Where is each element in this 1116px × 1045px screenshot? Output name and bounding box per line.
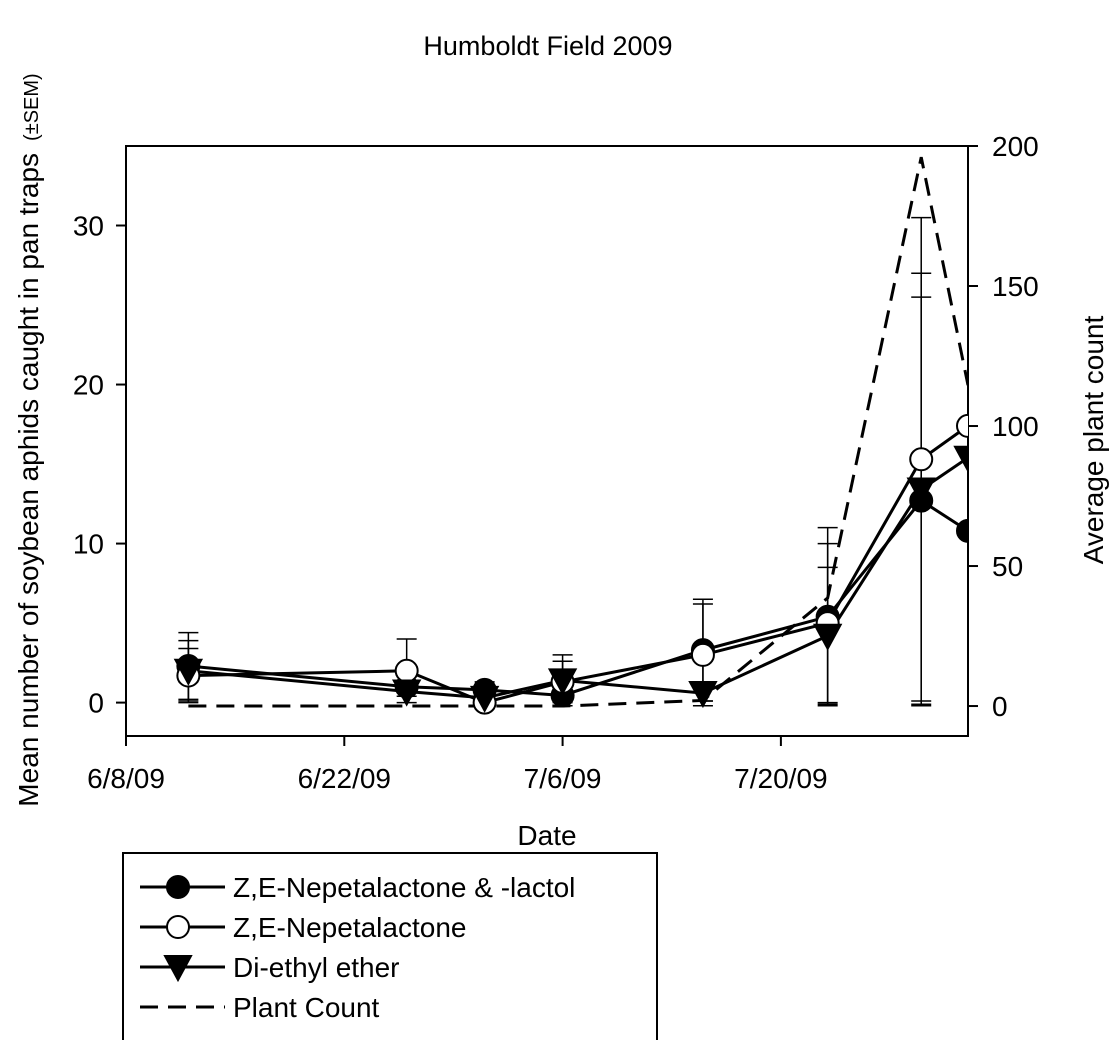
- legend-marker: [166, 915, 190, 939]
- data-point: [906, 477, 936, 505]
- y2-tick-label: 0: [992, 691, 1008, 722]
- y-tick-label: 20: [73, 370, 104, 401]
- data-point: [688, 681, 718, 709]
- y2-tick-label: 50: [992, 551, 1023, 582]
- data-point: [956, 518, 968, 543]
- data-point: [391, 679, 422, 707]
- y2-axis-label: Average plant count: [1078, 316, 1109, 565]
- data-point: [953, 445, 968, 473]
- legend-marker: [166, 875, 190, 899]
- legend-label: Z,E-Nepetalactone: [233, 912, 466, 943]
- x-tick-label: 6/22/09: [298, 763, 391, 794]
- y-axis-label-main: Mean number of soybean aphids caught in …: [13, 153, 44, 807]
- data-point: [394, 658, 419, 683]
- legend-box: [122, 852, 658, 1045]
- y-tick-label: 0: [88, 688, 104, 719]
- chart-title: Humboldt Field 2009: [423, 31, 672, 61]
- y-axis-label: Mean number of soybean aphids caught in …: [13, 73, 44, 806]
- plot-frame: [125, 145, 969, 737]
- series-line: [188, 424, 968, 705]
- legend-label: Plant Count: [233, 992, 380, 1023]
- legend-label: Z,E-Nepetalactone & -lactol: [233, 872, 575, 903]
- x-tick-label: 6/8/09: [87, 763, 165, 794]
- y2-tick-label: 100: [992, 411, 1039, 442]
- y-tick-label: 30: [73, 211, 104, 242]
- x-tick-label: 7/6/09: [524, 763, 602, 794]
- series-line: [188, 156, 968, 708]
- data-point: [812, 623, 843, 651]
- data-point: [690, 642, 715, 667]
- series-line: [188, 456, 968, 700]
- y-axis-label-note: (±SEM): [21, 73, 43, 141]
- plot-area: [173, 156, 968, 715]
- series-line: [188, 498, 968, 697]
- y2-tick-label: 200: [992, 131, 1039, 162]
- data-point: [909, 447, 934, 472]
- y2-tick-label: 150: [992, 271, 1039, 302]
- x-tick-label: 7/20/09: [734, 763, 827, 794]
- y-tick-label: 10: [73, 529, 104, 560]
- data-point: [469, 685, 500, 713]
- x-axis-label: Date: [517, 820, 576, 851]
- legend-label: Di-ethyl ether: [233, 952, 400, 983]
- data-point: [547, 668, 578, 696]
- legend-marker: [163, 955, 193, 983]
- data-point: [173, 658, 204, 686]
- data-point: [956, 413, 968, 438]
